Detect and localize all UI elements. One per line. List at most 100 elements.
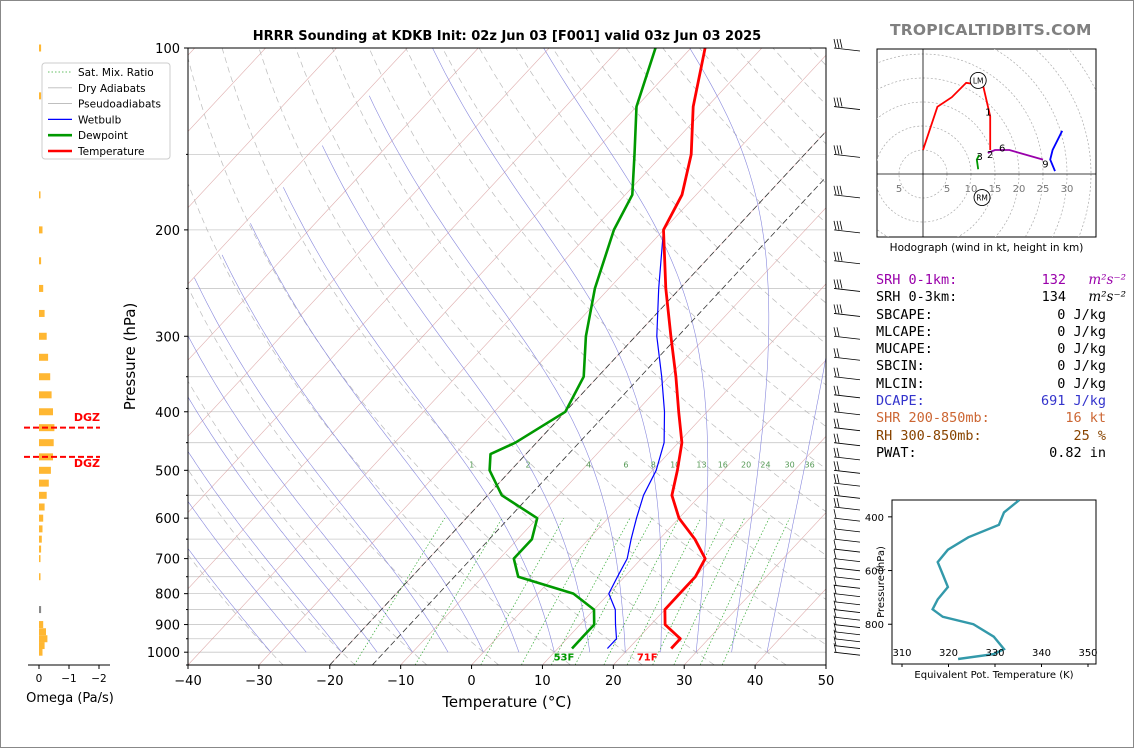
isotherm bbox=[188, 48, 621, 513]
pseudoadiabat bbox=[543, 48, 709, 653]
dry-adiabat bbox=[368, 48, 826, 556]
wind-barb bbox=[833, 418, 861, 432]
wind-barb bbox=[833, 251, 861, 265]
wind-barb bbox=[833, 567, 861, 581]
sounding-parameters: m²s⁻² SRH 0-1km: 132 m²s⁻² SRH 0-3km: 134 SBCA… bbox=[876, 272, 1126, 462]
param-label: DCAPE: bbox=[876, 393, 925, 410]
omega-bar bbox=[39, 479, 49, 487]
wind-barbs bbox=[833, 38, 861, 656]
theta-e-panel: 400 600 800 310 320 330 340 350 Equivalent Pot. … bbox=[865, 499, 1098, 681]
omega-bar bbox=[39, 439, 54, 447]
x-tick-label: 30 bbox=[676, 674, 693, 689]
x-tick-label: 10 bbox=[534, 674, 551, 689]
pseudoadiabat bbox=[188, 548, 272, 653]
omega-bar bbox=[39, 555, 41, 563]
dry-adiabat bbox=[188, 182, 571, 665]
x-tick-label: −30 bbox=[245, 674, 272, 689]
param-value: 134 bbox=[1041, 289, 1066, 306]
y-tick-label: 500 bbox=[155, 464, 180, 479]
hodograph-tick-label: 25 bbox=[1037, 184, 1050, 195]
param-label: SHR 200-850mb: bbox=[876, 410, 990, 427]
dry-adiabat bbox=[405, 48, 826, 513]
mixing-ratio-line bbox=[673, 518, 745, 665]
hodograph-tick-label: 20 bbox=[1013, 184, 1026, 195]
param-row: MUCAPE: 0 J/kg bbox=[876, 341, 1126, 358]
wind-barb bbox=[833, 185, 861, 199]
dry-adiabat bbox=[188, 56, 643, 665]
param-unit: m²s⁻² bbox=[1088, 272, 1126, 288]
y-tick-label: 300 bbox=[155, 330, 180, 345]
pseudoadiabat bbox=[322, 145, 591, 653]
theta-e-x-tick-label: 320 bbox=[939, 648, 958, 659]
storm-motion-label: LM bbox=[973, 76, 984, 85]
reference-dashed-line bbox=[329, 130, 826, 665]
storm-motion-marker bbox=[969, 71, 987, 89]
x-axis-label: Temperature (°C) bbox=[441, 693, 571, 711]
omega-tick-label: −2 bbox=[91, 673, 106, 685]
omega-bar bbox=[39, 606, 42, 614]
isotherm bbox=[684, 512, 826, 665]
y-tick-label: 900 bbox=[155, 619, 180, 634]
temperature-line bbox=[662, 48, 707, 650]
mixing-ratio-line bbox=[626, 518, 702, 665]
param-row: m²s⁻² SRH 0-3km: 134 bbox=[876, 289, 1126, 306]
isotherm bbox=[258, 54, 826, 665]
surface-dewpoint-label: 53F bbox=[554, 652, 575, 663]
legend-label: Pseudoadiabats bbox=[78, 99, 161, 111]
y-axis-label: Pressure (hPa) bbox=[121, 303, 139, 411]
pseudoadiabat bbox=[250, 223, 520, 653]
wind-barb bbox=[833, 385, 861, 399]
isotherm bbox=[188, 48, 763, 665]
mixing-ratio-label: 13 bbox=[696, 460, 706, 469]
y-tick-label: 700 bbox=[155, 553, 180, 568]
x-tick-label: 20 bbox=[605, 674, 622, 689]
hodograph-tick-label: 30 bbox=[1061, 184, 1074, 195]
hodograph-height-label: 3 bbox=[976, 152, 982, 163]
wind-barb bbox=[833, 629, 861, 643]
wind-barb bbox=[833, 97, 861, 110]
wind-barb bbox=[833, 486, 861, 499]
isotherm bbox=[188, 48, 692, 590]
param-label: SBCAPE: bbox=[876, 306, 933, 323]
storm-motion-label: RM bbox=[976, 194, 988, 203]
surface-temperature-label: 71F bbox=[637, 652, 658, 663]
hodograph-segment-9km-plus bbox=[1049, 130, 1064, 172]
param-row: DCAPE: 691 J/kg bbox=[876, 393, 1126, 410]
wind-barb bbox=[833, 145, 861, 158]
isotherm bbox=[188, 48, 337, 209]
mixing-ratio-label: 1 bbox=[469, 460, 474, 469]
hodograph-frame bbox=[876, 48, 1097, 238]
wind-barb bbox=[833, 433, 861, 447]
y-tick-label: 200 bbox=[155, 224, 180, 239]
dry-adiabat bbox=[295, 48, 826, 645]
param-value: 0.82 in bbox=[1049, 444, 1106, 461]
wetbulb-line bbox=[606, 229, 666, 649]
y-tick-label: 1000 bbox=[147, 646, 180, 661]
theta-e-x-tick-label: 340 bbox=[1032, 648, 1051, 659]
mixing-ratio-line bbox=[480, 518, 565, 665]
param-row: SBCIN: 0 J/kg bbox=[876, 358, 1126, 375]
wind-barb bbox=[833, 530, 861, 543]
y-tick-label: 100 bbox=[155, 42, 180, 57]
pseudoadiabat bbox=[689, 48, 770, 653]
omega-tick-label: 0 bbox=[36, 673, 43, 685]
omega-bar bbox=[39, 535, 42, 543]
y-tick-label: 600 bbox=[155, 512, 180, 527]
omega-bar bbox=[39, 648, 43, 656]
param-value: 0 J/kg bbox=[1057, 306, 1106, 323]
wind-barb bbox=[833, 348, 861, 361]
x-tick-label: 0 bbox=[467, 674, 475, 689]
mixing-ratio-line bbox=[521, 518, 603, 665]
dry-adiabat bbox=[221, 48, 715, 665]
wind-barb bbox=[833, 539, 861, 553]
wind-barb bbox=[833, 447, 861, 461]
hodograph-panel: 5 5 10 15 20 25 30 1 23 6 9 LM RM Hodograph (wind in … bbox=[876, 48, 1097, 254]
wind-barb bbox=[833, 584, 861, 598]
omega-bar bbox=[39, 92, 42, 100]
wind-barb bbox=[833, 367, 861, 381]
wind-barb bbox=[833, 220, 861, 234]
omega-bar bbox=[39, 514, 44, 522]
param-unit: m²s⁻² bbox=[1088, 289, 1126, 306]
wind-barb bbox=[833, 592, 861, 606]
